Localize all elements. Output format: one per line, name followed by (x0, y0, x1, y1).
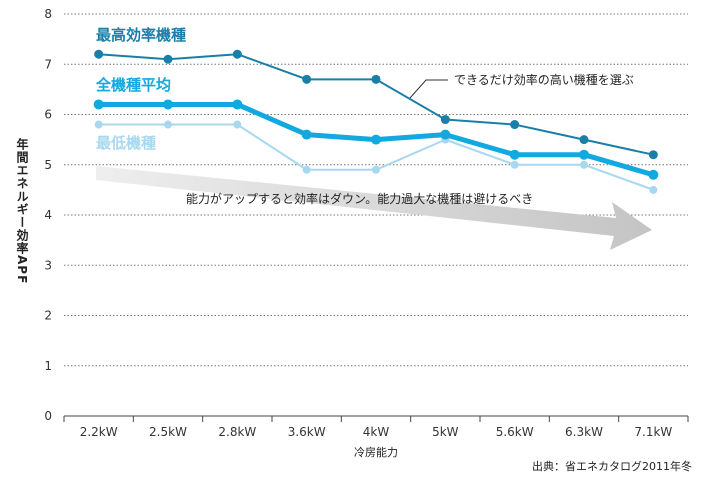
data-point (372, 165, 380, 174)
data-point (302, 165, 311, 174)
data-point (509, 149, 520, 160)
data-point (302, 74, 312, 84)
data-point (510, 120, 520, 130)
trend-arrow (96, 166, 652, 250)
series-layer (93, 49, 659, 194)
data-point (371, 74, 381, 84)
y-tick-label: 8 (44, 7, 52, 21)
data-point (301, 129, 312, 140)
x-axis-label: 冷房能力 (354, 445, 398, 459)
callout-leader (409, 79, 448, 99)
x-tick-label: 3.6kW (288, 425, 326, 439)
data-point (371, 134, 381, 145)
y-tick-label: 1 (44, 359, 52, 373)
x-tick-label: 7.1kW (634, 425, 672, 439)
x-tick-label: 2.2kW (80, 425, 118, 439)
y-tick-label: 0 (44, 409, 52, 423)
x-tick-label: 6.3kW (565, 425, 603, 439)
series-2 (94, 120, 658, 194)
data-point (232, 49, 242, 59)
data-point (232, 99, 243, 110)
legend-average: 全機種平均 (95, 76, 171, 94)
y-tick-label: 3 (44, 258, 52, 272)
data-point (93, 99, 104, 110)
series-0 (94, 49, 658, 160)
data-point (164, 120, 172, 129)
source-note: 出典：省エネカタログ2011年冬 (532, 459, 692, 473)
y-axis-label: 年間エネルギー効率APF (15, 137, 29, 285)
data-point (579, 135, 589, 145)
data-point (579, 149, 589, 160)
x-tick-label: 4kW (363, 425, 390, 439)
x-tick-label: 5.6kW (496, 425, 534, 439)
legend-lowest: 最低機種 (96, 134, 156, 152)
data-point (510, 160, 519, 169)
data-point (233, 120, 242, 129)
x-axis-ticks: 2.2kW 2.5kW 2.8kW 3.6kW 4kW 5kW 5.6kW 6.3kW 7.1k… (63, 416, 689, 439)
legend-highest: 最高効率機種 (96, 26, 186, 44)
y-tick-label: 7 (44, 57, 52, 71)
y-tick-label: 5 (44, 158, 52, 172)
y-tick-label: 6 (44, 108, 52, 122)
data-point (94, 49, 104, 59)
data-point (580, 160, 588, 169)
trend-annotation: 能力がアップすると効率はダウン。能力過大な機種は避けるべき (186, 191, 533, 206)
data-point (648, 169, 659, 180)
data-point (440, 129, 451, 140)
y-tick-label: 2 (44, 309, 52, 323)
data-point (648, 150, 658, 160)
y-tick-label: 4 (44, 208, 52, 222)
data-point (163, 99, 173, 110)
grid-lines (64, 13, 688, 367)
y-axis-ticks: 0 1 2 3 4 5 6 7 8 (44, 7, 52, 423)
data-point (440, 115, 450, 125)
x-tick-label: 2.8kW (218, 425, 256, 439)
data-point (649, 185, 658, 194)
x-tick-label: 5kW (432, 425, 459, 439)
series-1 (93, 99, 659, 180)
x-tick-label: 2.5kW (149, 425, 187, 439)
data-point (163, 54, 173, 64)
callout-text: できるだけ効率の高い機種を選ぶ (454, 72, 634, 87)
data-point (94, 120, 103, 129)
